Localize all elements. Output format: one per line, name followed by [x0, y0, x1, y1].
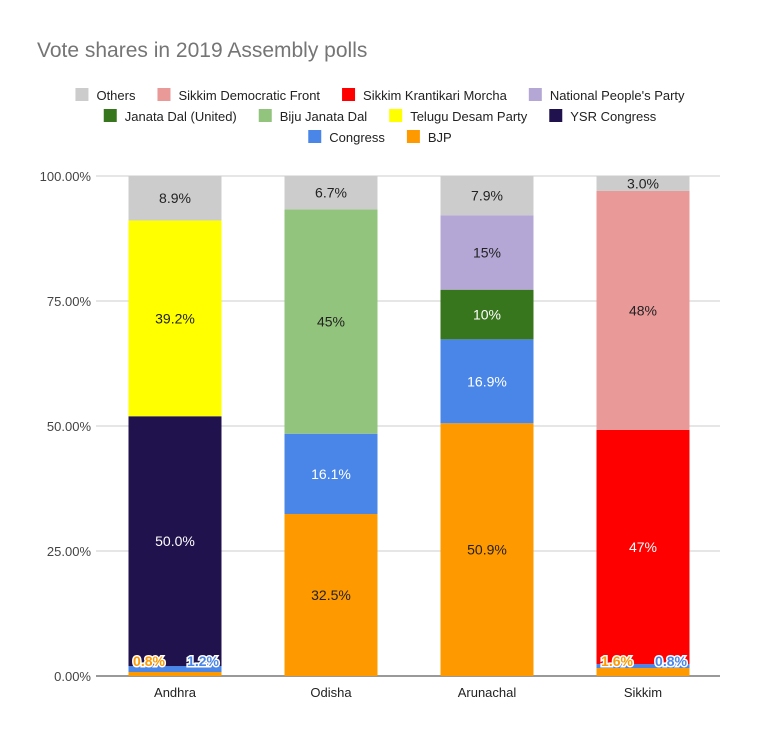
bar-segment: [440, 289, 534, 340]
legend-item: YSR Congress: [549, 109, 657, 124]
bar-segment: [128, 672, 222, 676]
data-label: 47%: [629, 539, 657, 555]
legend-swatch: [75, 88, 89, 101]
y-tick-label: 75.00%: [47, 294, 92, 309]
data-label: 1.2%: [187, 653, 219, 669]
legend-swatch: [103, 109, 117, 122]
y-tick-label: 25.00%: [47, 544, 92, 559]
data-label: 3.0%: [627, 175, 659, 191]
bar-segment: [596, 176, 690, 191]
bars: 50.0% 39.2% 8.9% 0.8% 1.2% 32.5% 16.1% 45% 6.7% 5…: [128, 175, 690, 676]
legend-label: Sikkim Democratic Front: [178, 88, 320, 103]
y-tick-label: 0.00%: [54, 669, 91, 684]
legend-label: YSR Congress: [570, 109, 656, 124]
bar-segment: [128, 220, 222, 417]
x-tick-label: Sikkim: [624, 685, 662, 700]
legend-item: Congress: [308, 130, 385, 145]
legend-item: National People's Party: [528, 88, 685, 103]
bar-segment: [596, 668, 690, 676]
data-label: 8.9%: [159, 190, 191, 206]
bar-segment: [284, 209, 378, 434]
bar-segment: [440, 176, 534, 216]
legend-item: Telugu Desam Party: [389, 109, 528, 124]
bar-segment: [284, 176, 378, 210]
legend-label: Sikkim Krantikari Morcha: [363, 88, 508, 103]
data-label: 39.2%: [155, 310, 195, 326]
data-label: 0.8%: [655, 653, 687, 669]
legend-item: Sikkim Krantikari Morcha: [342, 88, 508, 103]
legend-item: BJP: [406, 130, 452, 145]
legend-swatch: [342, 88, 356, 101]
chart-title: Vote shares in 2019 Assembly polls: [37, 39, 367, 62]
legend-item: Janata Dal (United): [103, 109, 237, 124]
legend-label: Others: [96, 88, 136, 103]
legend-swatch: [258, 109, 272, 122]
bar-segment: [440, 215, 534, 290]
data-label: 16.1%: [311, 466, 351, 482]
data-label: 50.0%: [155, 533, 195, 549]
bar-segment: [128, 416, 222, 667]
data-label: 6.7%: [315, 185, 347, 201]
legend-item: Biju Janata Dal: [258, 109, 368, 124]
x-tick-label: Odisha: [310, 685, 352, 700]
legend: Others Sikkim Democratic Front Sikkim Kran…: [75, 88, 685, 145]
bar-segment: [284, 513, 378, 676]
bar-segment: [596, 429, 690, 665]
x-axis: Andhra Odisha Arunachal Sikkim: [154, 685, 662, 700]
bar-segment: [128, 666, 222, 673]
bar-segment: [440, 339, 534, 424]
legend-item: Others: [75, 88, 136, 103]
y-tick-label: 100.00%: [40, 169, 92, 184]
data-label: 45%: [317, 314, 345, 330]
legend-label: Telugu Desam Party: [410, 109, 528, 124]
legend-swatch: [528, 88, 542, 101]
data-label: 15%: [473, 244, 501, 260]
legend-label: Biju Janata Dal: [280, 109, 368, 124]
bar-segment: [128, 176, 222, 221]
data-label: 1.6%: [601, 653, 633, 669]
legend-swatch: [308, 130, 322, 143]
data-label: 16.9%: [467, 373, 507, 389]
legend-label: Janata Dal (United): [125, 109, 237, 124]
legend-label: Congress: [329, 130, 385, 145]
data-label: 50.9%: [467, 542, 507, 558]
data-label: 48%: [629, 302, 657, 318]
data-label: 7.9%: [471, 188, 503, 204]
bar-segment: [284, 433, 378, 514]
legend-label: National People's Party: [550, 88, 685, 103]
legend-swatch: [157, 88, 171, 101]
bar-segment: [440, 423, 534, 676]
x-tick-label: Andhra: [154, 685, 197, 700]
legend-swatch: [389, 109, 403, 122]
data-label: 10%: [473, 307, 501, 323]
bar-segment: [596, 664, 690, 669]
bar-segment: [596, 190, 690, 430]
legend-label: BJP: [428, 130, 452, 145]
data-label: 0.8%: [133, 653, 165, 669]
legend-item: Sikkim Democratic Front: [157, 88, 320, 103]
legend-swatch: [549, 109, 563, 122]
x-tick-label: Arunachal: [458, 685, 517, 700]
legend-swatch: [406, 130, 420, 143]
data-label: 32.5%: [311, 587, 351, 603]
y-tick-label: 50.00%: [47, 419, 92, 434]
